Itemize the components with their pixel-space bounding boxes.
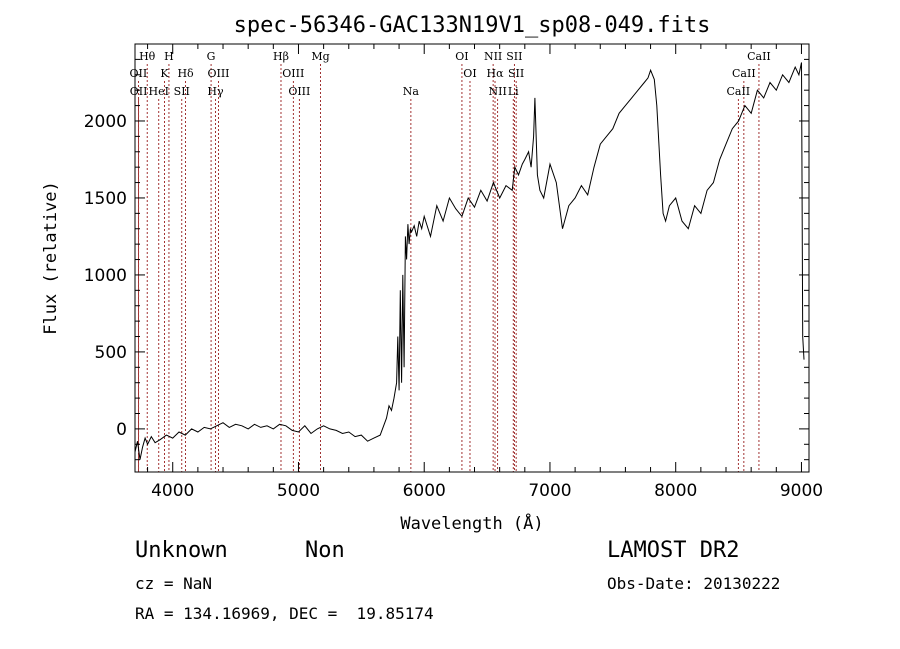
spectral-line-label: Mg — [311, 50, 329, 63]
y-tick-label: 2000 — [84, 112, 127, 132]
y-tick-label: 0 — [116, 420, 127, 440]
spectral-line-label: OI — [463, 67, 476, 80]
y-axis-ticks: 0 500 1000 1500 2000 — [84, 58, 809, 461]
coordinates: RA = 134.16969, DEC = 19.85174 — [135, 604, 434, 623]
spectral-line-label: Hα — [486, 67, 504, 80]
observation-date: Obs-Date: 20130222 — [607, 574, 781, 593]
spectral-line-label: CaII — [732, 67, 756, 80]
spectral-line-markers: Hθ OII OII HK HeI SII Hδ G OIII Hγ Hβ OIII OIII Mg Na O… — [130, 50, 771, 472]
x-tick-label: 4000 — [151, 481, 194, 501]
x-tick-label: 5000 — [277, 481, 320, 501]
spectral-line-label: CaII — [726, 85, 750, 98]
spectral-line-label: Na — [403, 85, 420, 98]
spectral-line-label: SII — [174, 85, 190, 98]
x-tick-label: 8000 — [654, 481, 697, 501]
x-axis-label: Wavelength (Å) — [400, 512, 543, 534]
spectral-line-label: NII — [488, 85, 506, 98]
chart-title: spec-56346-GAC133N19V1_sp08-049.fits — [234, 13, 711, 38]
spectral-line-label: G — [207, 50, 216, 63]
object-subclass: Non — [305, 538, 345, 563]
spectral-line-label: Hβ — [273, 50, 289, 63]
redshift-cz: cz = NaN — [135, 574, 213, 593]
spectral-line-label: H — [164, 50, 174, 63]
spectral-line-label: SII — [506, 50, 522, 63]
survey-name: LAMOST DR2 — [607, 538, 740, 563]
spectral-line-label: NII — [484, 50, 502, 63]
object-class: Unknown — [135, 538, 228, 563]
spectral-line-label: OII — [130, 67, 148, 80]
spectral-line-label: Hγ — [207, 85, 224, 98]
x-tick-label: 7000 — [528, 481, 571, 501]
spectral-line-label: OI — [455, 50, 468, 63]
spectral-line-label: Hδ — [177, 67, 194, 80]
plot-frame — [134, 43, 810, 473]
spectral-line-label: HeI — [149, 85, 169, 98]
spectral-line-label: OIII — [282, 67, 304, 80]
y-tick-label: 1000 — [84, 266, 127, 286]
spectral-line-label: OII — [130, 85, 148, 98]
spectral-line-label: Hθ — [139, 50, 156, 63]
spectral-line-label: CaII — [747, 50, 771, 63]
y-tick-label: 500 — [95, 343, 127, 363]
spectrum-series-line — [134, 62, 805, 460]
spectral-line-label: K — [160, 67, 169, 80]
y-tick-label: 1500 — [84, 189, 127, 209]
spectral-line-label: SII — [508, 67, 524, 80]
x-tick-label: 6000 — [403, 481, 446, 501]
x-tick-label: 9000 — [780, 481, 823, 501]
y-axis-label: Flux (relative) — [41, 181, 61, 335]
spectral-line-label: OIII — [288, 85, 310, 98]
spectral-line-label: Li — [508, 85, 519, 98]
spectral-line-label: OIII — [207, 67, 229, 80]
x-axis-ticks: 4000 5000 6000 7000 8000 9000 — [147, 44, 823, 501]
